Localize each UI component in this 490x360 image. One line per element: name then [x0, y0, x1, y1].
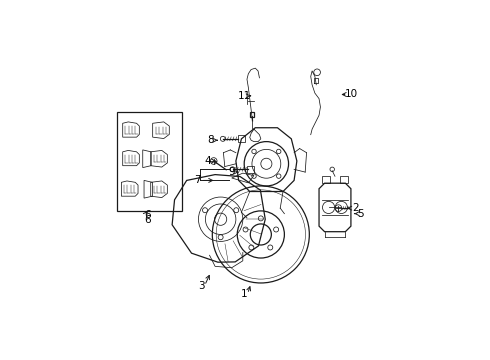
Text: 10: 10: [344, 90, 358, 99]
Text: 2: 2: [352, 203, 358, 213]
Text: 5: 5: [357, 209, 364, 219]
Text: 4: 4: [205, 156, 212, 166]
Bar: [117, 112, 182, 211]
Text: 11: 11: [238, 91, 251, 101]
Text: 1: 1: [241, 289, 247, 299]
Text: 9: 9: [228, 167, 235, 177]
Bar: [322, 176, 330, 183]
Bar: [340, 176, 348, 183]
Text: 6: 6: [145, 215, 151, 225]
Text: 6: 6: [145, 210, 151, 220]
Text: 3: 3: [198, 281, 204, 291]
Bar: [250, 112, 254, 117]
Text: 7: 7: [194, 175, 200, 185]
Text: 8: 8: [208, 135, 214, 145]
